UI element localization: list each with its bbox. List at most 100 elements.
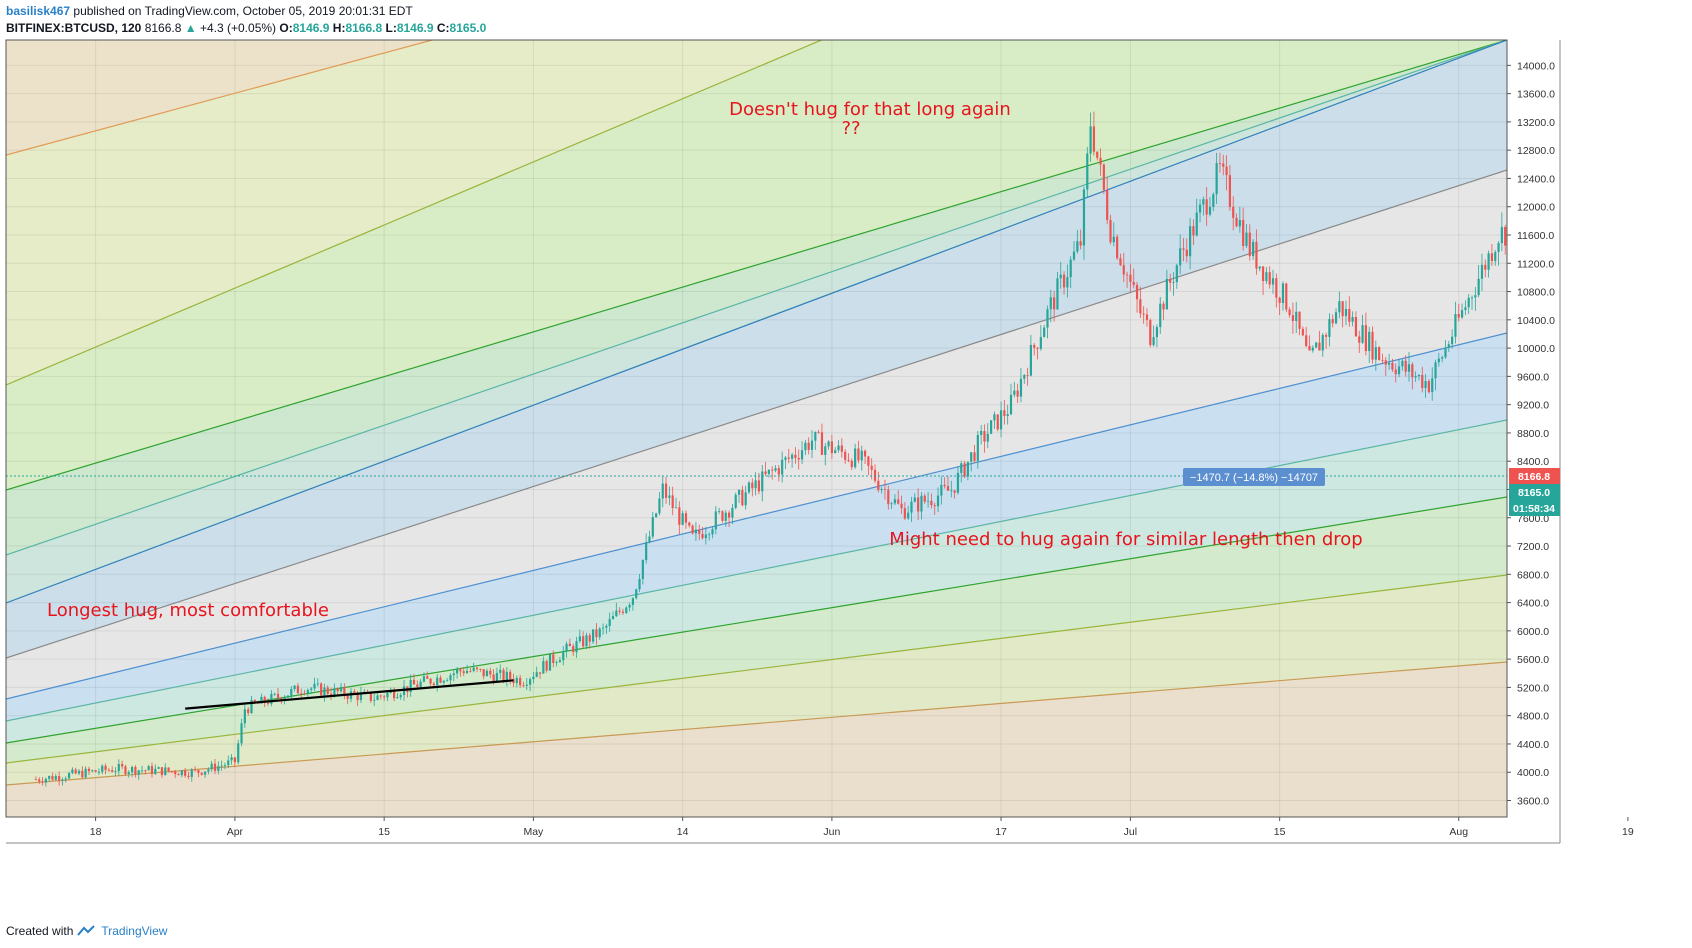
candle-body	[1189, 226, 1192, 257]
candle-body	[1460, 310, 1464, 318]
candle-body	[678, 507, 681, 525]
candle-body	[174, 771, 177, 775]
candle-body	[1099, 157, 1102, 165]
candle-body	[502, 669, 505, 681]
candle-body	[990, 420, 993, 434]
fan-band-fill	[6, 40, 1507, 658]
price-badge-text: 01:58:34	[1513, 503, 1555, 515]
candle-body	[495, 672, 499, 682]
candle-body	[1291, 315, 1295, 322]
candle-body	[761, 471, 764, 492]
candle-body	[323, 687, 326, 696]
candle-body	[708, 534, 711, 536]
candle-body	[376, 695, 379, 700]
y-tick-label: 10400.0	[1517, 315, 1555, 327]
candle-body	[240, 723, 243, 744]
candle-body	[1079, 241, 1082, 246]
candle-body	[1086, 153, 1089, 190]
candle-body	[247, 709, 250, 714]
price-axis[interactable]: 3600.0 4000.0 4400.0 4800.0 5200.0 5600.0 6000…	[1507, 60, 1555, 808]
candle-body	[625, 607, 628, 613]
candle-body	[1564, 248, 1566, 258]
candle-body	[1149, 319, 1152, 345]
candle-body	[983, 430, 986, 442]
time-axis[interactable]: 18Apr15May14Jun17Jul15Aug19Sep16Oct14Nov…	[6, 40, 1692, 844]
hug-trendlines[interactable]	[185, 468, 1692, 710]
candle-body	[883, 489, 887, 490]
candle-body	[993, 414, 996, 421]
candle-body	[1427, 381, 1430, 393]
candle-body	[601, 627, 605, 629]
candle-body	[605, 625, 608, 628]
x-tick-label: May	[523, 826, 544, 838]
candle-body	[820, 432, 824, 455]
x-tick-label: 15	[1274, 826, 1286, 838]
candle-body	[628, 604, 631, 608]
candle-body	[94, 770, 97, 772]
candle-body	[585, 635, 588, 647]
candle-body	[475, 667, 479, 669]
candle-body	[1252, 241, 1255, 257]
candle-body	[1235, 217, 1238, 227]
tradingview-link[interactable]: TradingView	[101, 924, 168, 938]
candle-body	[1195, 212, 1198, 236]
candle-body	[48, 775, 51, 779]
y-tick-label: 7200.0	[1517, 541, 1549, 553]
candle-body	[1102, 164, 1105, 190]
candle-body	[1205, 199, 1208, 215]
candle-body	[1179, 248, 1182, 266]
candle-body	[810, 440, 814, 450]
candle-body	[449, 675, 452, 681]
annotation-text: Might need to hug again for similar leng…	[889, 529, 1362, 550]
fan-band-fill	[6, 170, 1507, 699]
candle-body	[157, 767, 160, 769]
y-tick-label: 11200.0	[1517, 258, 1554, 270]
candle-body	[870, 465, 873, 470]
candle-body	[61, 779, 64, 781]
candle-body	[446, 680, 449, 682]
candle-body	[1351, 317, 1354, 322]
candle-body	[1169, 278, 1172, 283]
candle-body	[1490, 253, 1494, 262]
candle-body	[1570, 267, 1572, 274]
candle-body	[1162, 303, 1165, 310]
candle-body	[1003, 410, 1006, 416]
candle-body	[187, 775, 190, 777]
candle-body	[1610, 336, 1612, 340]
y-tick-label: 12800.0	[1517, 145, 1555, 157]
candle-body	[316, 683, 319, 685]
candle-body	[943, 484, 946, 487]
price-badge	[1509, 500, 1560, 516]
author-link[interactable]: basilisk467	[6, 4, 71, 18]
candle-body	[1248, 232, 1251, 257]
y-tick-label: 5200.0	[1517, 682, 1549, 694]
candle-body	[1089, 126, 1092, 154]
candle-body	[1394, 369, 1397, 375]
candle-body	[1278, 297, 1281, 304]
candle-body	[1364, 325, 1367, 352]
candle-body	[290, 688, 293, 696]
candle-body	[920, 495, 923, 512]
candle-body	[1232, 206, 1235, 218]
candle-body	[1404, 360, 1407, 372]
candle-body	[1640, 340, 1642, 345]
candle-body	[396, 697, 399, 699]
candle-body	[1228, 175, 1231, 207]
candle-body	[1261, 266, 1265, 282]
close-value: 8165.0	[449, 21, 487, 35]
candle-body	[1175, 265, 1178, 283]
candle-body	[817, 431, 820, 433]
candle-body	[565, 643, 568, 652]
candle-body	[346, 695, 349, 699]
candle-body	[1378, 347, 1381, 361]
candle-body	[273, 693, 276, 695]
candle-body	[897, 499, 900, 504]
candle-body	[1222, 163, 1225, 167]
candle-body	[615, 610, 618, 617]
candle-body	[558, 660, 562, 663]
candle-body	[1331, 319, 1334, 324]
candle-body	[718, 511, 721, 513]
candle-body	[638, 578, 641, 590]
candle-body	[784, 457, 787, 460]
